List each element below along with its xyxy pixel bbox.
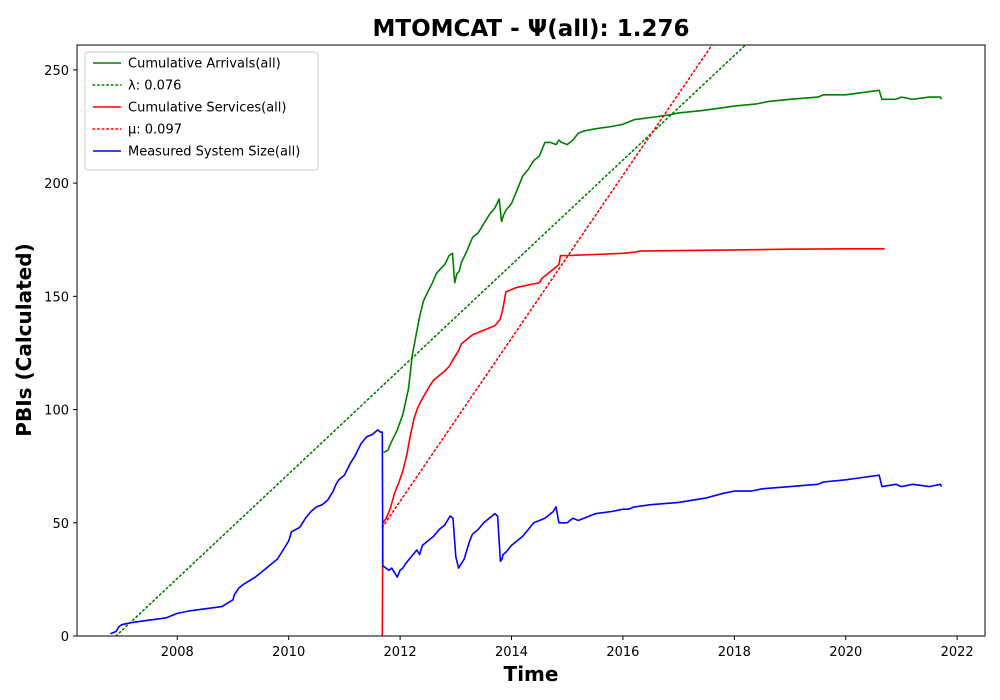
x-tick-label: 2014 <box>495 645 528 660</box>
y-tick-label: 150 <box>44 290 69 305</box>
y-tick-label: 250 <box>44 64 69 79</box>
series-line-1 <box>115 45 747 636</box>
x-tick-label: 2018 <box>718 645 751 660</box>
x-tick-label: 2020 <box>829 645 862 660</box>
x-tick-label: 2012 <box>384 645 417 660</box>
series-line-0 <box>383 89 943 454</box>
y-tick-label: 200 <box>44 177 69 192</box>
axes-frame <box>76 44 986 637</box>
legend-label: Measured System Size(all) <box>128 145 300 160</box>
x-tick-label: 2016 <box>606 645 639 660</box>
y-tick-label: 100 <box>44 404 69 419</box>
x-tick-label: 2008 <box>161 645 194 660</box>
series-line-3 <box>381 45 713 529</box>
legend-label: Cumulative Arrivals(all) <box>128 57 281 72</box>
y-axis-label: PBIs (Calculated) <box>12 243 36 436</box>
y-axis-ticks: 0 50 100 150 200 250 <box>44 64 77 645</box>
x-tick-label: 2010 <box>272 645 305 660</box>
x-axis-label: Time <box>504 662 559 686</box>
x-axis-ticks: 2008 2010 2012 2014 2016 2018 2020 2022 <box>161 636 974 660</box>
legend-label: Cumulative Services(all) <box>128 101 286 116</box>
legend-label: μ: 0.097 <box>128 123 182 138</box>
y-tick-label: 50 <box>52 517 69 532</box>
plot-lines <box>110 45 943 636</box>
chart-title: MTOMCAT - Ψ(all): 1.276 <box>373 16 690 42</box>
legend-label: λ: 0.076 <box>128 79 181 94</box>
x-tick-label: 2022 <box>941 645 974 660</box>
legend-box <box>84 51 319 171</box>
series-line-2 <box>381 248 885 636</box>
legend: Cumulative Arrivals(all) λ: 0.076 Cumulati… <box>84 51 319 171</box>
y-tick-label: 0 <box>61 630 69 645</box>
series-line-4 <box>110 429 943 635</box>
